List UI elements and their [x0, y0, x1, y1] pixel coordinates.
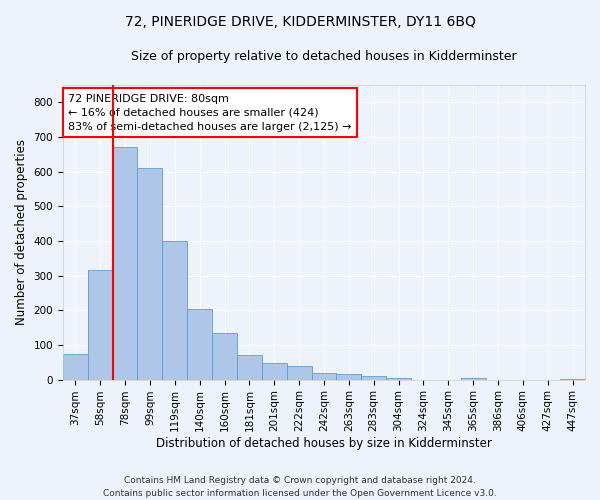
- Bar: [311, 372, 337, 380]
- Bar: [461, 378, 485, 380]
- Bar: [88, 270, 113, 380]
- Bar: [163, 241, 187, 380]
- Bar: [287, 366, 311, 380]
- Bar: [337, 374, 361, 380]
- Bar: [262, 363, 287, 380]
- Text: Contains HM Land Registry data © Crown copyright and database right 2024.
Contai: Contains HM Land Registry data © Crown c…: [103, 476, 497, 498]
- X-axis label: Distribution of detached houses by size in Kidderminster: Distribution of detached houses by size …: [156, 437, 492, 450]
- Bar: [187, 308, 212, 380]
- Text: 72 PINERIDGE DRIVE: 80sqm
← 16% of detached houses are smaller (424)
83% of semi: 72 PINERIDGE DRIVE: 80sqm ← 16% of detac…: [68, 94, 352, 132]
- Bar: [237, 356, 262, 380]
- Bar: [560, 378, 585, 380]
- Y-axis label: Number of detached properties: Number of detached properties: [15, 140, 28, 326]
- Bar: [63, 354, 88, 380]
- Bar: [386, 378, 411, 380]
- Bar: [212, 333, 237, 380]
- Text: 72, PINERIDGE DRIVE, KIDDERMINSTER, DY11 6BQ: 72, PINERIDGE DRIVE, KIDDERMINSTER, DY11…: [125, 15, 475, 29]
- Bar: [113, 148, 137, 380]
- Title: Size of property relative to detached houses in Kidderminster: Size of property relative to detached ho…: [131, 50, 517, 63]
- Bar: [361, 376, 386, 380]
- Bar: [137, 168, 163, 380]
